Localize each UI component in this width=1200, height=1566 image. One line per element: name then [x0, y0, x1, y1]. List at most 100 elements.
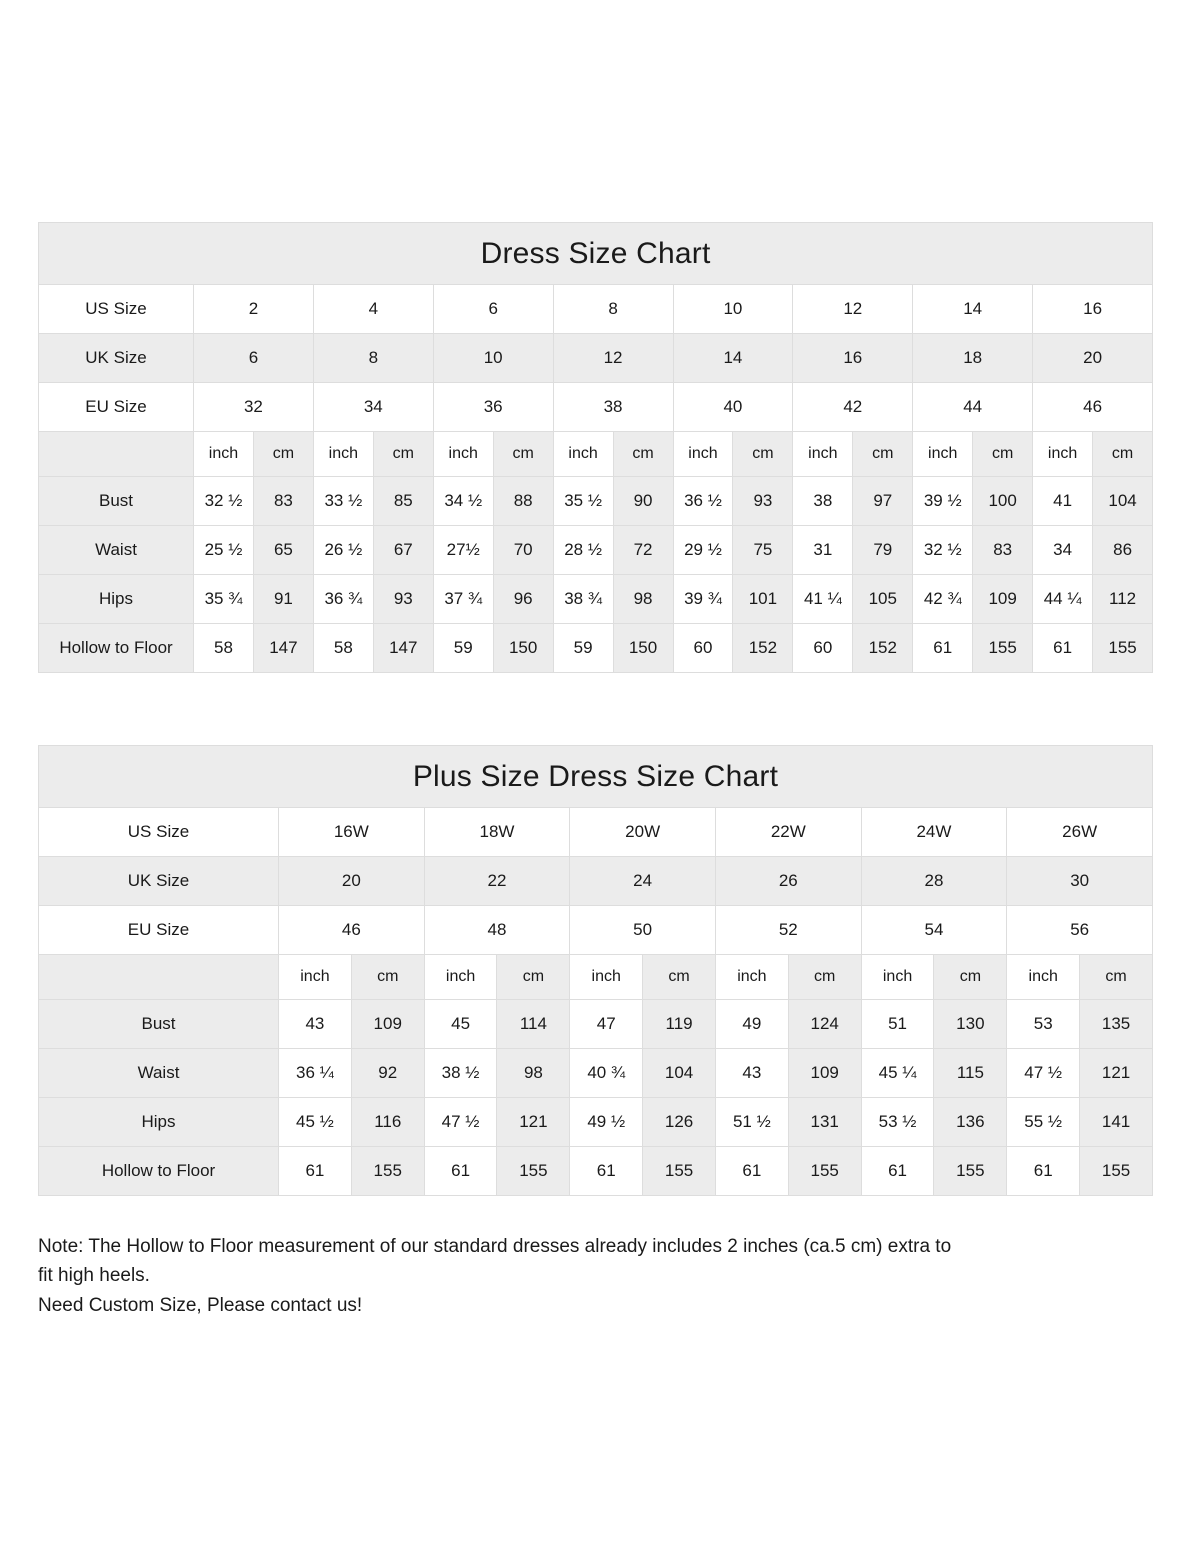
measurement-value-cm: 105 [852, 574, 914, 624]
units-row-corner [38, 954, 279, 1000]
measurement-row: Waist 25 ½ 65 26 ½ 67 27½ 70 28 ½ 72 29 ½ 75 31 79 32… [38, 525, 1154, 575]
unit-header-inch: inch [193, 431, 254, 477]
size-cell: 22 [423, 856, 571, 906]
measurement-value-cm: 96 [492, 574, 554, 624]
measurement-value-cm: 86 [1092, 525, 1154, 575]
measurement-value-inch: 37 ¾ [432, 574, 494, 624]
units-row: inch cm inch cm inch cm inch cm inch cm inch cm inch… [38, 431, 1154, 477]
measurement-value-inch: 51 ½ [714, 1097, 789, 1147]
table-title: Dress Size Chart [37, 222, 1154, 285]
measurement-value-inch: 43 [278, 999, 352, 1049]
measurement-value-inch: 61 [912, 623, 974, 673]
unit-header-cm: cm [972, 431, 1034, 477]
measurement-value-inch: 61 [860, 1146, 935, 1196]
measurement-value-cm: 98 [612, 574, 674, 624]
measurement-value-cm: 147 [252, 623, 314, 673]
units-row: inch cm inch cm inch cm inch cm inch cm inch cm [38, 954, 1154, 1000]
unit-header-inch: inch [714, 954, 789, 1000]
measurement-value-inch: 61 [714, 1146, 789, 1196]
measurement-value-inch: 34 [1032, 525, 1094, 575]
size-cell: 28 [860, 856, 1008, 906]
measurement-value-cm: 147 [372, 623, 434, 673]
size-cell: 6 [193, 333, 314, 383]
row-label: Bust [38, 476, 194, 526]
unit-header-inch: inch [552, 431, 614, 477]
size-cell: 56 [1006, 905, 1154, 955]
measurement-value-cm: 150 [612, 623, 674, 673]
measurement-value-inch: 49 [714, 999, 789, 1049]
unit-header-cm: cm [852, 431, 914, 477]
unit-header-inch: inch [672, 431, 734, 477]
measurement-value-inch: 45 ¼ [860, 1048, 935, 1098]
size-cell: 6 [432, 284, 554, 334]
size-cell: 24W [860, 807, 1008, 857]
measurement-value-cm: 155 [350, 1146, 425, 1196]
size-cell: 16 [1032, 284, 1154, 334]
measurement-value-inch: 44 ¼ [1032, 574, 1094, 624]
size-cell: 52 [714, 905, 862, 955]
row-label: Hips [38, 574, 194, 624]
size-cell: 16 [792, 333, 914, 383]
size-row: UK Size 20 22 24 26 28 30 [38, 856, 1154, 906]
measurement-value-cm: 104 [642, 1048, 716, 1098]
unit-header-cm: cm [933, 954, 1008, 1000]
measurement-value-cm: 155 [496, 1146, 571, 1196]
title-row: Dress Size Chart [37, 222, 1154, 285]
unit-header-inch: inch [423, 954, 498, 1000]
measurement-value-cm: 65 [252, 525, 314, 575]
measurement-row: Hollow to Floor 58 147 58 147 59 150 59 150 60 152… [38, 623, 1154, 673]
measurement-value-cm: 121 [496, 1097, 571, 1147]
measurement-value-cm: 121 [1079, 1048, 1154, 1098]
unit-header-cm: cm [732, 431, 794, 477]
size-cell: 44 [912, 382, 1034, 432]
size-cell: 12 [792, 284, 914, 334]
size-cell: 10 [432, 333, 554, 383]
row-label: Hollow to Floor [38, 623, 194, 673]
size-cell: 16W [278, 807, 425, 857]
measurement-value-cm: 112 [1092, 574, 1154, 624]
measurement-value-cm: 97 [852, 476, 914, 526]
measurement-value-cm: 98 [496, 1048, 571, 1098]
size-cell: 32 [193, 382, 314, 432]
measurement-value-inch: 42 ¾ [912, 574, 974, 624]
measurement-value-inch: 47 [569, 999, 644, 1049]
unit-header-cm: cm [642, 954, 716, 1000]
row-label: Hips [38, 1097, 279, 1147]
measurement-value-cm: 130 [933, 999, 1008, 1049]
row-label: UK Size [38, 856, 279, 906]
size-cell: 26 [714, 856, 862, 906]
measurement-value-cm: 116 [350, 1097, 425, 1147]
measurement-value-cm: 152 [852, 623, 914, 673]
measurement-value-inch: 59 [552, 623, 614, 673]
measurement-value-inch: 33 ½ [312, 476, 374, 526]
measurement-value-inch: 61 [278, 1146, 352, 1196]
measurement-value-cm: 91 [252, 574, 314, 624]
size-cell: 30 [1006, 856, 1154, 906]
measurement-value-cm: 93 [732, 476, 794, 526]
measurement-value-cm: 141 [1079, 1097, 1154, 1147]
measurement-value-inch: 58 [312, 623, 374, 673]
measurement-value-cm: 152 [732, 623, 794, 673]
measurement-value-inch: 61 [1006, 1146, 1081, 1196]
dress-size-chart-table: Dress Size Chart US Size 2 4 6 8 10 12 14 16 UK Si… [37, 222, 1154, 673]
unit-header-cm: cm [492, 431, 554, 477]
size-cell: 26W [1006, 807, 1154, 857]
size-cell: 38 [552, 382, 674, 432]
row-label: Bust [38, 999, 279, 1049]
size-cell: 2 [193, 284, 314, 334]
unit-header-inch: inch [912, 431, 974, 477]
measurement-value-inch: 45 ½ [278, 1097, 352, 1147]
measurement-value-cm: 109 [972, 574, 1034, 624]
unit-header-cm: cm [612, 431, 674, 477]
measurement-value-inch: 31 [792, 525, 854, 575]
size-cell: 50 [569, 905, 716, 955]
measurement-value-cm: 119 [642, 999, 716, 1049]
size-cell: 36 [432, 382, 554, 432]
measurement-value-inch: 27½ [432, 525, 494, 575]
measurement-row: Hollow to Floor 61 155 61 155 61 155 61 155 61 155… [38, 1146, 1154, 1196]
measurement-row: Bust 43 109 45 114 47 119 49 124 51 130 53 135 [38, 999, 1154, 1049]
size-cell: 46 [278, 905, 425, 955]
measurement-value-inch: 51 [860, 999, 935, 1049]
measurement-value-cm: 79 [852, 525, 914, 575]
